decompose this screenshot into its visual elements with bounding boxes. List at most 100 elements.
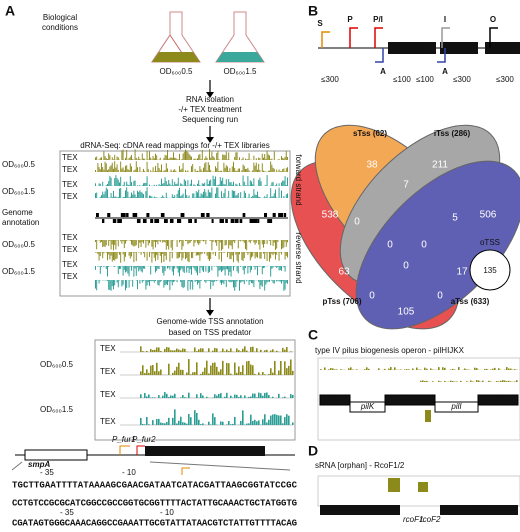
coverage	[256, 348, 258, 352]
coverage	[258, 420, 260, 425]
coverage	[138, 252, 140, 253]
coverage	[216, 395, 218, 398]
coverage	[235, 170, 237, 172]
coverage	[230, 252, 232, 260]
label: Biological	[43, 13, 77, 22]
coverage	[128, 280, 130, 288]
coverage	[129, 176, 131, 186]
coverage	[192, 266, 194, 267]
coverage	[122, 280, 124, 285]
coverage	[264, 350, 266, 352]
coverage	[210, 280, 212, 290]
coverage	[284, 171, 286, 172]
coverage	[254, 240, 256, 245]
coverage	[217, 185, 219, 186]
coverage	[165, 155, 167, 160]
coverage	[122, 266, 124, 276]
coverage	[210, 170, 212, 172]
coverage	[213, 280, 215, 282]
coverage	[125, 280, 126, 291]
coverage	[184, 348, 186, 352]
coverage	[234, 167, 236, 172]
coverage	[255, 266, 257, 268]
coverage	[250, 364, 252, 375]
coverage	[188, 266, 190, 274]
coverage	[388, 478, 400, 492]
coverage	[237, 266, 239, 274]
label: OD₆₀₀1.5	[2, 187, 36, 196]
coverage	[249, 252, 251, 261]
coverage	[254, 419, 256, 425]
coverage	[204, 280, 206, 282]
coverage	[107, 159, 108, 160]
coverage	[253, 162, 255, 172]
coverage	[202, 395, 204, 398]
coverage	[253, 155, 255, 160]
coverage	[163, 158, 165, 160]
coverage	[140, 394, 142, 398]
coverage	[137, 266, 138, 268]
coverage	[263, 252, 264, 254]
coverage	[176, 266, 178, 269]
coverage	[215, 166, 216, 172]
coverage	[228, 266, 230, 276]
coverage	[173, 185, 174, 186]
coverage	[259, 177, 261, 186]
coverage	[151, 196, 153, 198]
coverage	[99, 266, 101, 274]
coverage	[209, 280, 210, 281]
coverage	[259, 158, 261, 160]
venn-count: 7	[403, 180, 409, 191]
coverage	[237, 168, 239, 172]
coverage	[207, 252, 209, 260]
coverage	[213, 178, 215, 186]
coverage	[255, 162, 257, 172]
coverage	[283, 158, 285, 160]
coverage	[222, 266, 224, 271]
coverage	[168, 396, 170, 398]
coverage	[207, 189, 209, 198]
coverage	[249, 280, 251, 282]
coverage	[222, 240, 224, 250]
coverage	[210, 424, 212, 425]
coverage	[242, 348, 244, 352]
coverage	[424, 380, 426, 382]
coverage	[108, 153, 110, 160]
coverage	[195, 159, 197, 160]
coverage	[98, 183, 100, 186]
coverage	[246, 350, 248, 352]
coverage	[194, 185, 196, 186]
coverage	[167, 280, 168, 286]
coverage	[438, 367, 440, 370]
coverage	[194, 240, 196, 243]
coverage	[187, 240, 189, 245]
coverage	[187, 252, 189, 262]
coverage	[218, 252, 220, 260]
coverage	[128, 252, 130, 256]
coverage	[180, 416, 182, 425]
coverage	[103, 252, 105, 254]
coverage	[201, 171, 203, 172]
coverage	[119, 266, 120, 270]
coverage	[248, 252, 250, 253]
coverage	[155, 165, 156, 172]
coverage	[508, 380, 510, 382]
coverage	[187, 170, 189, 172]
coverage	[229, 266, 231, 272]
label: TEX	[62, 260, 78, 269]
coverage	[233, 181, 234, 186]
coverage	[95, 183, 96, 186]
coverage	[176, 252, 178, 259]
label: ≤300	[453, 75, 471, 84]
coverage	[165, 192, 167, 198]
tss-arrow	[136, 445, 145, 455]
coverage	[148, 394, 150, 398]
coverage	[231, 280, 233, 282]
coverage	[235, 252, 237, 255]
coverage	[146, 240, 148, 241]
gene-tick	[257, 219, 260, 223]
coverage	[143, 168, 144, 172]
coverage	[281, 266, 282, 271]
coverage	[223, 266, 225, 270]
coverage	[132, 159, 134, 160]
